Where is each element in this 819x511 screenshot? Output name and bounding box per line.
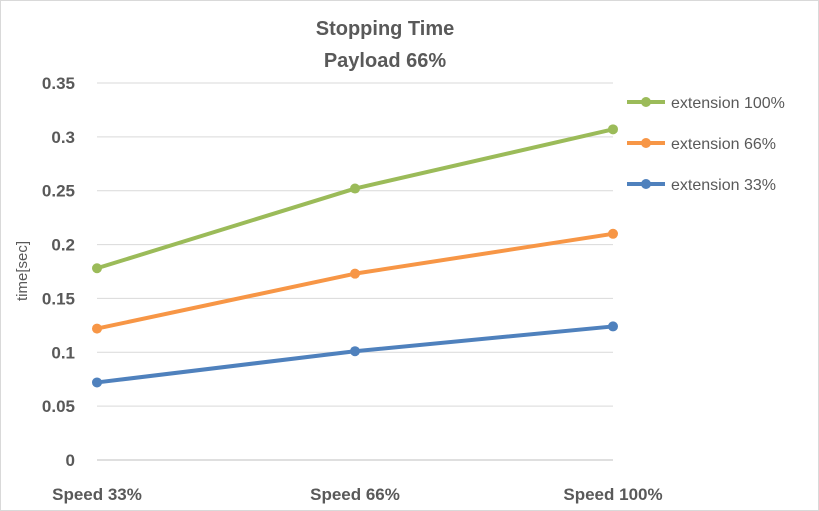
- legend-label: extension 33%: [671, 177, 776, 194]
- data-point: [92, 377, 102, 388]
- legend-marker: [641, 97, 651, 107]
- data-point: [92, 323, 102, 334]
- y-tick-label: 0.3: [51, 128, 75, 147]
- y-axis-label: time[sec]: [14, 241, 31, 301]
- data-point: [608, 124, 618, 135]
- data-point: [350, 346, 360, 357]
- y-tick-label: 0: [66, 451, 75, 470]
- legend-label: extension 100%: [671, 95, 785, 112]
- x-tick-label: Speed 66%: [310, 485, 400, 504]
- series-line: [96, 231, 614, 331]
- y-tick-label: 0.1: [51, 343, 75, 362]
- chart-subtitle: Payload 66%: [324, 50, 447, 72]
- y-tick-label: 0.15: [42, 289, 75, 308]
- legend-marker: [641, 138, 651, 148]
- y-tick-label: 0.35: [42, 74, 75, 93]
- data-point: [608, 228, 618, 239]
- y-tick-label: 0.2: [51, 236, 75, 255]
- x-tick-label: Speed 100%: [563, 485, 662, 504]
- data-point: [350, 268, 360, 279]
- data-point: [350, 183, 360, 194]
- chart-title: Stopping Time: [316, 18, 455, 40]
- legend-label: extension 66%: [671, 136, 776, 153]
- legend-marker: [641, 179, 651, 189]
- data-point: [92, 263, 102, 274]
- x-tick-label: Speed 33%: [52, 485, 142, 504]
- y-tick-label: 0.05: [42, 397, 75, 416]
- y-tick-label: 0.25: [42, 182, 75, 201]
- data-point: [608, 321, 618, 332]
